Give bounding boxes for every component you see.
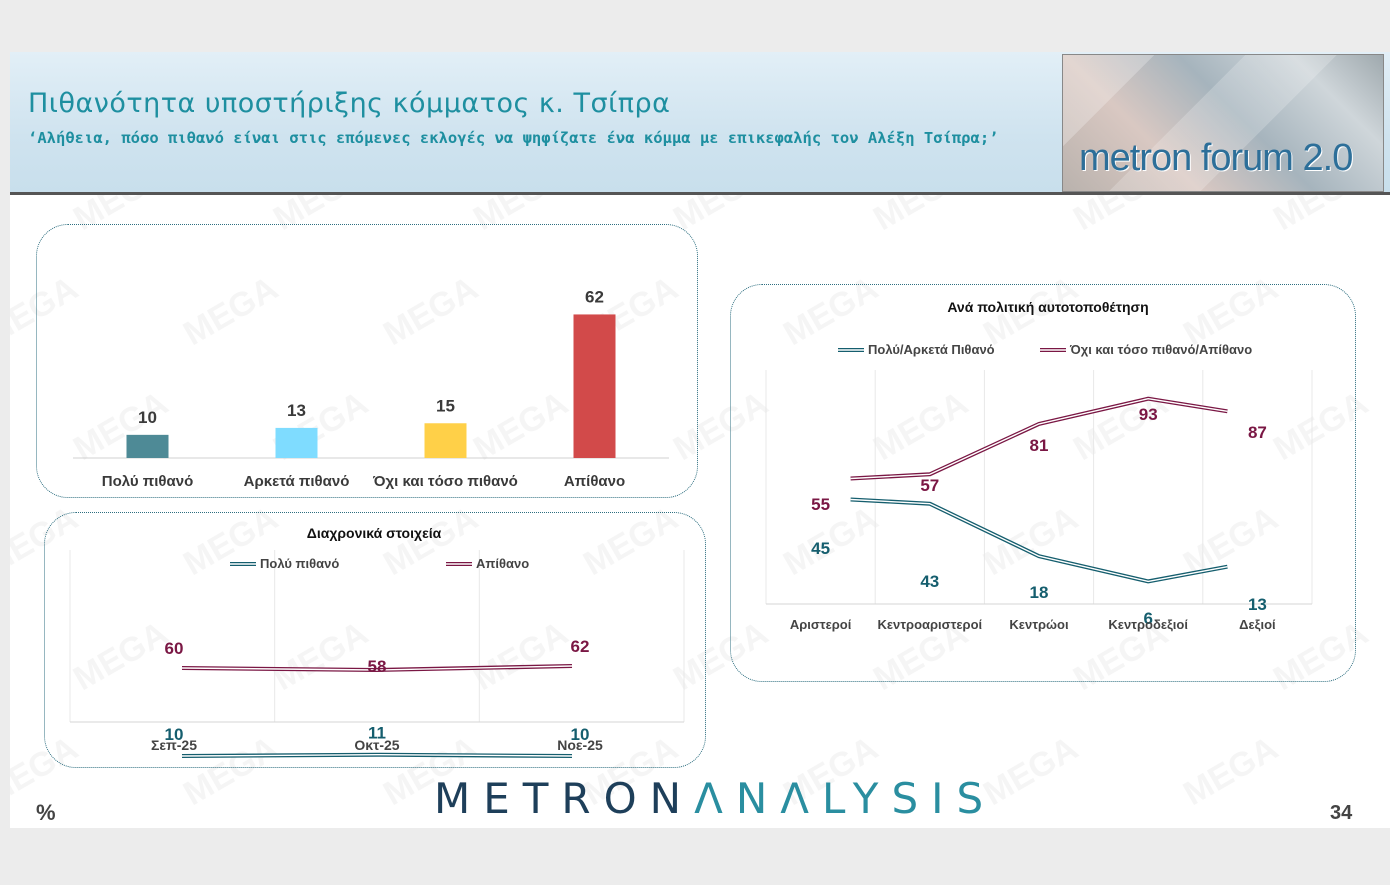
legend-label: Πολύ πιθανό [260,556,339,571]
category-label: Αρκετά πιθανό [244,473,350,490]
data-label: 55 [811,495,830,514]
series-line [850,497,1228,584]
bar [573,314,616,458]
data-label: 10 [571,725,590,744]
data-label: 6 [1143,609,1152,628]
page-number: 34 [1330,802,1353,824]
slide: MEGA MEGA MEGA MEGA MEGA MEGA MEGA MEGA MEGA MEGA… [10,52,1390,828]
category-label: Κεντρώοι [1009,617,1069,632]
series-line-highlight [850,498,1228,583]
chart-title: Διαχρονικά στοιχεία [307,525,442,541]
logo-part-analysis: ΛNΛLYSIS [694,774,997,823]
ideology-chart-panel [730,284,1356,682]
metron-forum-logo-text: metron forum 2.0 [1079,137,1353,179]
data-label: 13 [1248,595,1267,614]
data-label: 11 [368,724,386,743]
data-label: 87 [1248,423,1267,442]
series-line-highlight [181,665,573,671]
data-label: 45 [811,539,830,558]
bar [126,434,169,458]
bar [275,427,318,458]
chart-title: Ανά πολιτική αυτοτοποθέτηση [947,299,1148,315]
data-label: 93 [1139,405,1158,424]
category-label: Αριστεροί [790,617,852,632]
bar-value-label: 13 [287,401,306,420]
bar-chart-panel [36,224,698,498]
metron-analysis-logo: METRONΛNΛLYSIS [434,774,996,823]
data-label: 43 [920,572,939,591]
category-label: Κεντροδεξιοί [1108,617,1188,632]
page-subtitle: ‘Αλήθεια, πόσο πιθανό είναι στις επόμενε… [28,129,999,147]
watermark-text: MEGA [1177,729,1285,814]
bar-chart: 10 Πολύ πιθανό 13 Αρκετά πιθανό 15 Όχι και τό… [73,287,669,490]
data-label: 57 [920,476,939,495]
bar-value-label: 15 [436,396,455,415]
category-label: Νοε-25 [557,737,603,753]
category-label: Σεπ-25 [151,737,197,753]
data-label: 60 [165,639,184,658]
bar-value-label: 10 [138,408,157,427]
logo-part-metron: METRON [434,774,695,823]
category-label: Οκτ-25 [354,737,399,753]
category-label: Απίθανο [564,473,625,490]
data-label: 10 [165,725,184,744]
data-label: 62 [571,637,590,656]
legend-label: Απίθανο [476,556,529,571]
category-label: Δεξιοί [1239,617,1276,632]
series-line-highlight [181,754,573,757]
unit-label: % [36,800,56,825]
page-title: Πιθανότητα υποστήριξης κόμματος κ. Τσίπρ… [28,88,671,119]
data-label: 81 [1030,436,1049,455]
trend-chart-panel [44,512,706,768]
category-label: Πολύ πιθανό [102,473,194,490]
metron-forum-logo: metron forum 2.0 [1062,54,1384,192]
trend-chart: Διαχρονικά στοιχεία Πολύ πιθανό Απίθανο 10 1… [69,525,685,758]
data-label: 18 [1030,583,1049,602]
category-label: Όχι και τόσο πιθανό [372,473,518,490]
legend-label: Όχι και τόσο πιθανό/Απίθανο [1069,342,1252,357]
header-banner: Πιθανότητα υποστήριξης κόμματος κ. Τσίπρ… [10,52,1390,195]
ideology-chart: Ανά πολιτική αυτοτοποθέτηση Πολύ/Αρκετά Π… [765,299,1313,632]
series-line-highlight [850,398,1228,480]
legend-label: Πολύ/Αρκετά Πιθανό [868,342,995,357]
bar-value-label: 62 [585,287,604,306]
category-label: Κεντροαριστεροί [877,617,982,632]
data-label: 58 [368,657,387,676]
bar [424,423,467,458]
